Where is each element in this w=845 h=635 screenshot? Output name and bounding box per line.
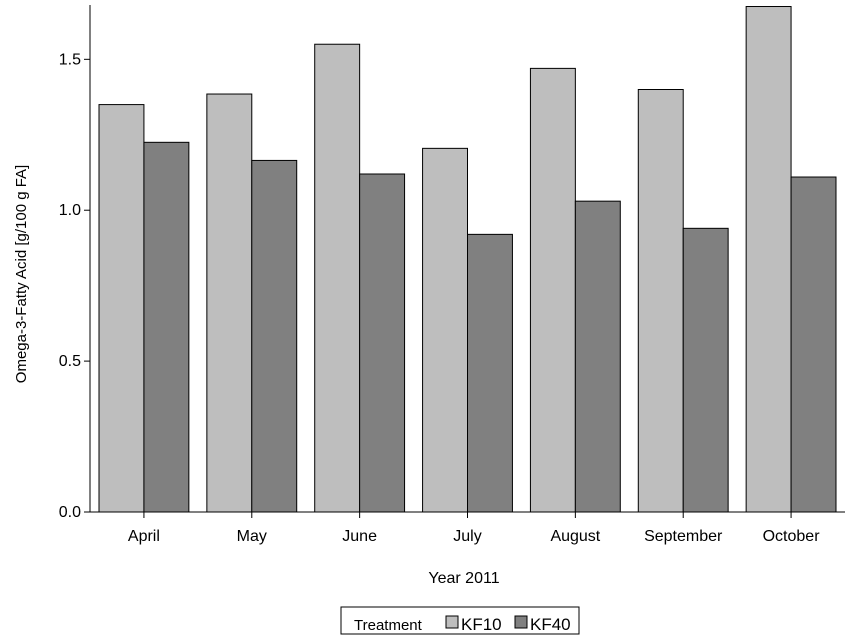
legend-swatch-kf40 (514, 615, 528, 629)
legend-box (340, 606, 580, 635)
x-tick-label: September (644, 528, 723, 545)
y-tick-label: 1.5 (59, 51, 81, 68)
bar-kf10-september (637, 89, 684, 513)
legend-title: Treatment (354, 617, 423, 634)
x-tick-label: April (128, 528, 160, 545)
bar-kf10-july (422, 147, 469, 513)
legend-label-kf10: KF10 (461, 615, 502, 634)
y-tick-label: 1.0 (59, 202, 81, 219)
bar-kf40-april (143, 141, 190, 513)
x-tick-label: June (342, 528, 377, 545)
y-axis-label: Omega-3-Fatty Acid [g/100 g FA] (13, 165, 30, 383)
x-tick-label: October (763, 528, 821, 545)
legend: Treatment KF10 KF40 (340, 606, 580, 635)
axes-group (84, 5, 845, 518)
bars-group (98, 6, 837, 513)
bar-kf10-may (206, 93, 253, 513)
legend-label-kf40: KF40 (530, 615, 571, 634)
bar-kf40-august (574, 200, 621, 513)
bar-kf40-september (682, 227, 729, 513)
y-tick-label: 0.5 (59, 353, 81, 370)
x-axis-label: Year 2011 (428, 570, 499, 587)
bar-kf40-may (251, 159, 298, 513)
legend-items: KF10 KF40 (445, 615, 571, 634)
x-tick-label: July (453, 528, 481, 545)
y-tick-labels: 0.0 0.5 1.0 1.5 (59, 51, 81, 521)
y-tick-label: 0.0 (59, 504, 81, 521)
x-tick-label: May (237, 528, 267, 545)
bar-kf40-july (467, 233, 513, 513)
bar-kf10-august (529, 67, 576, 513)
bar-kf10-april (98, 104, 145, 513)
bar-kf10-june (314, 43, 361, 513)
x-tick-label: August (550, 528, 600, 545)
legend-swatch-kf10 (445, 615, 459, 629)
x-tick-labels: April May June July August September October (128, 528, 820, 545)
bar-kf40-june (359, 173, 406, 513)
bar-kf10-october (745, 6, 792, 513)
bar-kf40-october (790, 176, 837, 513)
